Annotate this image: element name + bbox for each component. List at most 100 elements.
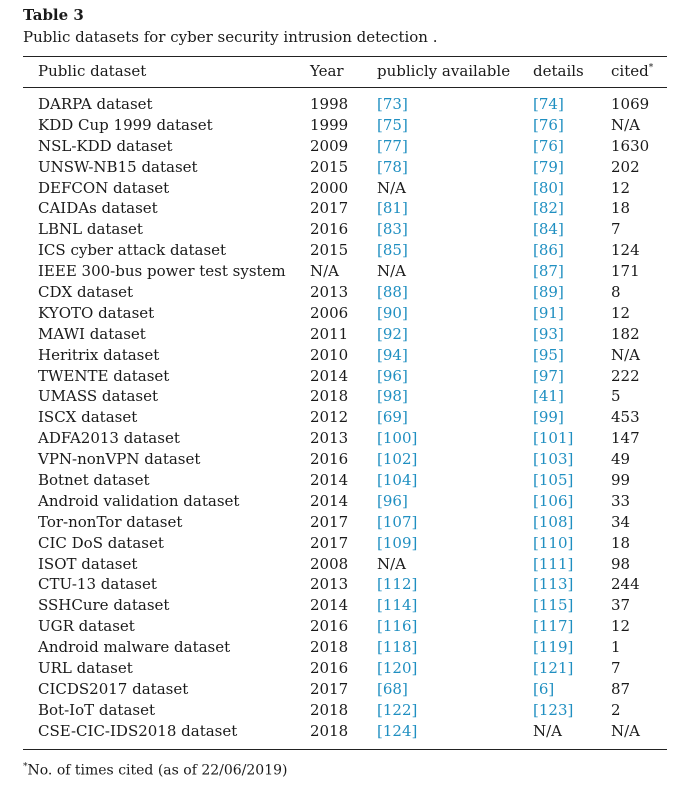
- cell-available[interactable]: [68]: [377, 679, 408, 698]
- table-body: DARPA dataset 1998 [73] [74] 1069 KDD Cup 199…: [0, 94, 686, 742]
- cell-year: 2009: [310, 136, 349, 155]
- cell-cited: 12: [611, 303, 631, 322]
- cell-available[interactable]: [77]: [377, 136, 408, 155]
- cell-available[interactable]: [112]: [377, 575, 418, 594]
- header-rule: [23, 87, 667, 88]
- cell-details[interactable]: [99]: [533, 408, 564, 427]
- top-rule: [23, 56, 667, 57]
- cell-cited: 34: [611, 512, 631, 531]
- cited-footnote-mark: *: [648, 63, 654, 73]
- cell-year: 2014: [310, 596, 349, 615]
- cell-available[interactable]: [94]: [377, 345, 408, 364]
- bottom-rule: [23, 749, 667, 750]
- cell-details[interactable]: [101]: [533, 429, 574, 448]
- cell-available[interactable]: [85]: [377, 241, 408, 260]
- cell-details[interactable]: [113]: [533, 575, 574, 594]
- cell-available[interactable]: [107]: [377, 512, 418, 531]
- table-row: CDX dataset 2013 [88] [89] 8: [0, 282, 686, 303]
- cell-available[interactable]: [116]: [377, 617, 418, 636]
- cell-details[interactable]: [76]: [533, 115, 564, 134]
- cell-available[interactable]: [118]: [377, 638, 418, 657]
- cell-available[interactable]: [90]: [377, 303, 408, 322]
- cell-details[interactable]: [95]: [533, 345, 564, 364]
- cell-details[interactable]: [117]: [533, 617, 574, 636]
- cell-details[interactable]: [97]: [533, 366, 564, 385]
- cell-details[interactable]: [79]: [533, 157, 564, 176]
- table-row: Heritrix dataset 2010 [94] [95] N/A: [0, 345, 686, 366]
- cell-year: 2000: [310, 178, 349, 197]
- cell-year: 1999: [310, 115, 349, 134]
- cell-dataset: KYOTO dataset: [38, 303, 155, 322]
- cell-dataset: IEEE 300-bus power test system: [38, 262, 286, 281]
- cell-available[interactable]: [104]: [377, 471, 418, 490]
- cell-dataset: DEFCON dataset: [38, 178, 170, 197]
- cell-available[interactable]: [81]: [377, 199, 408, 218]
- cell-dataset: Botnet dataset: [38, 471, 150, 490]
- cell-details[interactable]: [91]: [533, 303, 564, 322]
- cell-details[interactable]: [105]: [533, 471, 574, 490]
- cell-details[interactable]: [111]: [533, 554, 574, 573]
- cell-details[interactable]: [86]: [533, 241, 564, 260]
- cell-available[interactable]: [96]: [377, 491, 408, 510]
- cell-year: 2013: [310, 575, 349, 594]
- cell-dataset: Android validation dataset: [38, 491, 240, 510]
- cell-available[interactable]: [98]: [377, 387, 408, 406]
- cell-available[interactable]: [83]: [377, 220, 408, 239]
- cell-dataset: ISCX dataset: [38, 408, 138, 427]
- cell-available[interactable]: [78]: [377, 157, 408, 176]
- cell-available[interactable]: [75]: [377, 115, 408, 134]
- cell-dataset: CDX dataset: [38, 283, 134, 302]
- cell-available[interactable]: [96]: [377, 366, 408, 385]
- cell-details[interactable]: [6]: [533, 679, 555, 698]
- cell-dataset: TWENTE dataset: [38, 366, 170, 385]
- cell-details[interactable]: [123]: [533, 700, 574, 719]
- cell-year: 2016: [310, 450, 349, 469]
- cell-details[interactable]: [41]: [533, 387, 564, 406]
- cell-available[interactable]: [102]: [377, 450, 418, 469]
- cell-details[interactable]: [115]: [533, 596, 574, 615]
- table-row: CIC DoS dataset 2017 [109] [110] 18: [0, 533, 686, 554]
- cell-details[interactable]: [84]: [533, 220, 564, 239]
- cell-details[interactable]: [76]: [533, 136, 564, 155]
- cell-details[interactable]: [121]: [533, 659, 574, 678]
- cell-dataset: UNSW-NB15 dataset: [38, 157, 198, 176]
- cell-available[interactable]: [92]: [377, 324, 408, 343]
- cell-dataset: Heritrix dataset: [38, 345, 160, 364]
- cell-available[interactable]: [69]: [377, 408, 408, 427]
- cell-details[interactable]: [89]: [533, 283, 564, 302]
- cell-details[interactable]: [74]: [533, 95, 564, 113]
- cell-available[interactable]: [114]: [377, 596, 418, 615]
- cell-details[interactable]: [103]: [533, 450, 574, 469]
- cell-details[interactable]: [106]: [533, 491, 574, 510]
- cell-available[interactable]: [122]: [377, 700, 418, 719]
- cell-cited: 98: [611, 554, 631, 573]
- cell-available[interactable]: [88]: [377, 283, 408, 302]
- table-row: UGR dataset 2016 [116] [117] 12: [0, 616, 686, 637]
- cell-cited: 1630: [611, 136, 650, 155]
- cell-details[interactable]: [80]: [533, 178, 564, 197]
- cell-cited: 202: [611, 157, 640, 176]
- cell-dataset: SSHCure dataset: [38, 596, 170, 615]
- cell-dataset: URL dataset: [38, 659, 133, 678]
- cell-available[interactable]: [120]: [377, 659, 418, 678]
- cell-cited: 1: [611, 638, 621, 657]
- cell-available[interactable]: [73]: [377, 95, 408, 113]
- cell-dataset: CTU-13 dataset: [38, 575, 157, 594]
- table-row: UNSW-NB15 dataset 2015 [78] [79] 202: [0, 157, 686, 178]
- cell-year: 2006: [310, 303, 349, 322]
- cell-year: 2016: [310, 659, 349, 678]
- cell-details[interactable]: [93]: [533, 324, 564, 343]
- cell-available[interactable]: [100]: [377, 429, 418, 448]
- cited-label: cited: [611, 62, 649, 80]
- cell-details[interactable]: [110]: [533, 533, 574, 552]
- cell-details[interactable]: [82]: [533, 199, 564, 218]
- cell-year: 2013: [310, 283, 349, 302]
- cell-details[interactable]: [87]: [533, 262, 564, 281]
- cell-details[interactable]: [108]: [533, 512, 574, 531]
- cell-available[interactable]: [124]: [377, 721, 418, 740]
- cell-available[interactable]: [109]: [377, 533, 418, 552]
- cell-details[interactable]: [119]: [533, 638, 574, 657]
- column-header-cited: cited*: [611, 62, 653, 80]
- cell-cited: N/A: [611, 721, 641, 740]
- cell-dataset: NSL-KDD dataset: [38, 136, 173, 155]
